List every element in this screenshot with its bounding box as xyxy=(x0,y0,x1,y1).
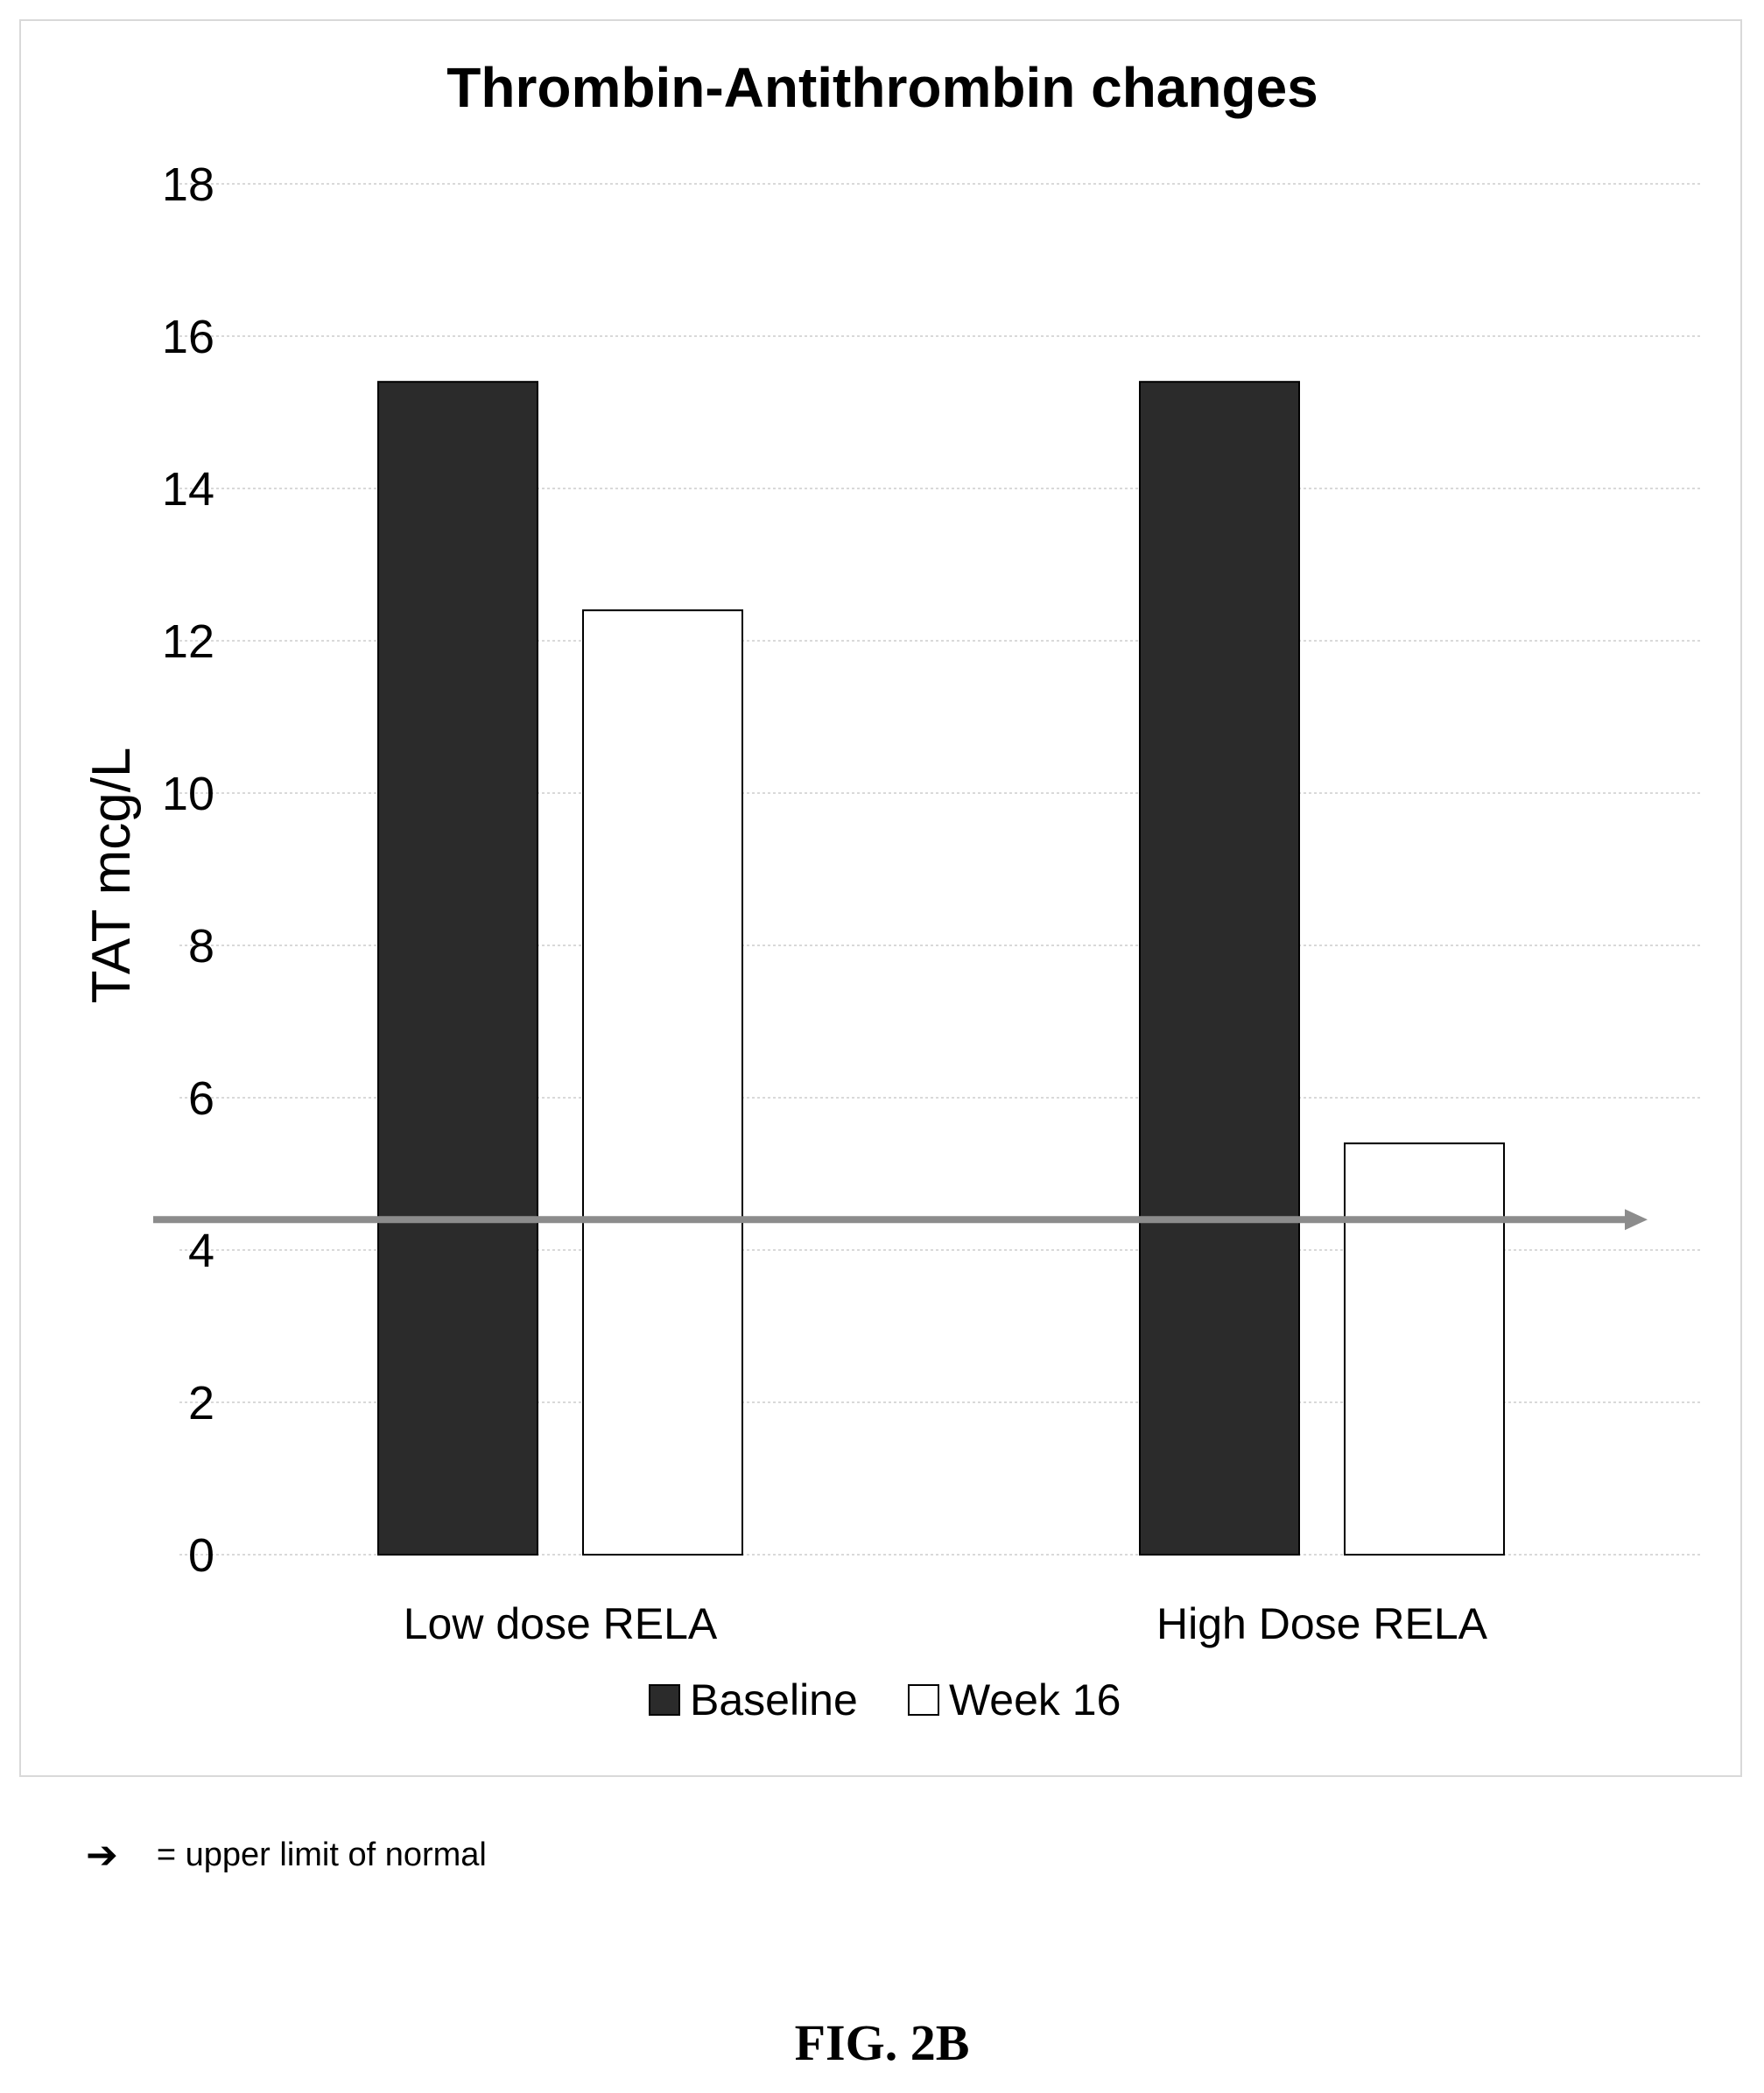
chart-title: Thrombin-Antithrombin changes xyxy=(446,56,1318,119)
y-ticks: 0 2 4 6 8 10 12 14 16 18 xyxy=(162,158,214,1582)
chart-frame xyxy=(19,19,1742,1777)
category-labels: Low dose RELA High Dose RELA xyxy=(404,1599,1488,1648)
legend-label: Week 16 xyxy=(949,1675,1121,1724)
footnote: ➔ = upper limit of normal xyxy=(86,1833,487,1877)
y-tick-label: 16 xyxy=(162,311,214,363)
bar-week-16 xyxy=(582,609,743,1556)
y-tick-label: 12 xyxy=(162,615,214,668)
y-tick-label: 6 xyxy=(188,1072,214,1125)
y-tick-label: 2 xyxy=(188,1377,214,1429)
y-tick-label: 14 xyxy=(162,463,214,516)
legend-swatch xyxy=(908,1684,939,1716)
bar-chart: Thrombin-Antithrombin changes TAT mcg/L … xyxy=(81,56,1703,1724)
bar-baseline xyxy=(377,381,538,1556)
legend: Baseline Week 16 xyxy=(649,1675,1121,1724)
reference-arrowhead-icon xyxy=(1625,1209,1648,1231)
arrow-right-icon: ➔ xyxy=(86,1833,118,1877)
y-tick-label: 8 xyxy=(188,920,214,973)
figure-label: FIG. 2B xyxy=(794,2014,970,2071)
bar-week-16 xyxy=(1344,1142,1505,1556)
footnote-text: = upper limit of normal xyxy=(156,1836,487,1873)
y-tick-label: 18 xyxy=(162,158,214,211)
category-label: Low dose RELA xyxy=(404,1599,718,1648)
y-tick-label: 10 xyxy=(162,768,214,820)
legend-label: Baseline xyxy=(690,1675,858,1724)
category-label: High Dose RELA xyxy=(1156,1599,1488,1648)
y-axis-label: TAT mcg/L xyxy=(81,748,142,1004)
bar-baseline xyxy=(1139,381,1300,1556)
y-tick-label: 4 xyxy=(188,1225,214,1277)
y-tick-label: 0 xyxy=(188,1529,214,1582)
legend-swatch xyxy=(649,1684,680,1716)
bars xyxy=(377,381,1505,1556)
reference-line-group xyxy=(153,1209,1648,1231)
